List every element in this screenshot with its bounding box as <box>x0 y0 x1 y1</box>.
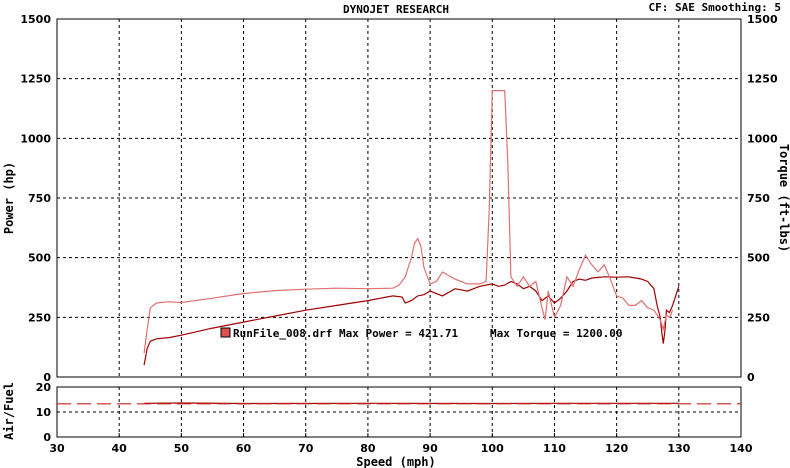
x-tick-label: 60 <box>236 442 252 455</box>
x-tick-label: 80 <box>360 442 376 455</box>
torque-tick-label: 1000 <box>747 132 778 145</box>
power-tick-label: 1250 <box>20 73 51 86</box>
power-axis-title: Power (hp) <box>2 162 16 234</box>
x-tick-label: 130 <box>667 442 690 455</box>
torque-tick-label: 500 <box>747 252 770 265</box>
torque-tick-label: 0 <box>747 371 755 384</box>
air-fuel-tick-label: 20 <box>36 381 52 394</box>
power-tick-label: 500 <box>28 252 51 265</box>
air-fuel-series <box>57 402 741 405</box>
power-tick-label: 1500 <box>20 13 51 26</box>
torque-series-line <box>143 89 674 354</box>
x-tick-label: 100 <box>481 442 504 455</box>
air-fuel-tick-label: 10 <box>36 406 52 419</box>
torque-tick-label: 250 <box>747 311 770 324</box>
torque-tick-label: 750 <box>747 192 770 205</box>
legend-max-torque: Max Torque = 1200.00 <box>490 327 622 340</box>
power-series-line <box>143 276 680 366</box>
power-tick-label: 1000 <box>20 132 51 145</box>
x-tick-label: 50 <box>174 442 190 455</box>
speed-axis-ticks: 30 40 50 60 70 80 90 100 110 120 130 140 <box>49 433 753 455</box>
speed-axis-title: Speed (mph) <box>356 455 435 468</box>
power-axis-ticks: 0 250 500 750 1000 1250 1500 <box>20 13 51 384</box>
legend-run-file: RunFile_008.drf Max Power = 421.71 <box>233 327 459 340</box>
x-tick-label: 30 <box>49 442 65 455</box>
x-tick-label: 40 <box>112 442 128 455</box>
main-plot-frame <box>56 18 742 378</box>
legend-swatch <box>220 327 231 338</box>
x-tick-label: 90 <box>422 442 438 455</box>
torque-tick-label: 1250 <box>747 73 778 86</box>
power-tick-label: 250 <box>28 311 51 324</box>
x-tick-label: 70 <box>298 442 314 455</box>
chart-title: DYNOJET RESEARCH <box>343 3 449 16</box>
air-fuel-plot-frame <box>56 386 742 438</box>
air-fuel-plot-grid <box>57 387 741 437</box>
power-tick-label: 750 <box>28 192 51 205</box>
main-plot-series <box>143 89 680 366</box>
air-fuel-axis-title: Air/Fuel <box>2 382 16 440</box>
x-tick-label: 140 <box>730 442 753 455</box>
main-plot-grid <box>57 19 741 377</box>
x-tick-label: 110 <box>543 442 566 455</box>
air-fuel-tick-label: 0 <box>43 431 51 444</box>
x-tick-label: 120 <box>605 442 628 455</box>
torque-axis-ticks: 0 250 500 750 1000 1250 1500 <box>747 13 778 384</box>
air-fuel-axis-ticks: 0 10 20 <box>36 381 52 444</box>
power-tick-label: 0 <box>43 371 51 384</box>
torque-tick-label: 1500 <box>747 13 778 26</box>
correction-factor-label: CF: SAE Smoothing: 5 <box>649 1 781 14</box>
torque-axis-title: Torque (ft-lbs) <box>777 144 790 252</box>
